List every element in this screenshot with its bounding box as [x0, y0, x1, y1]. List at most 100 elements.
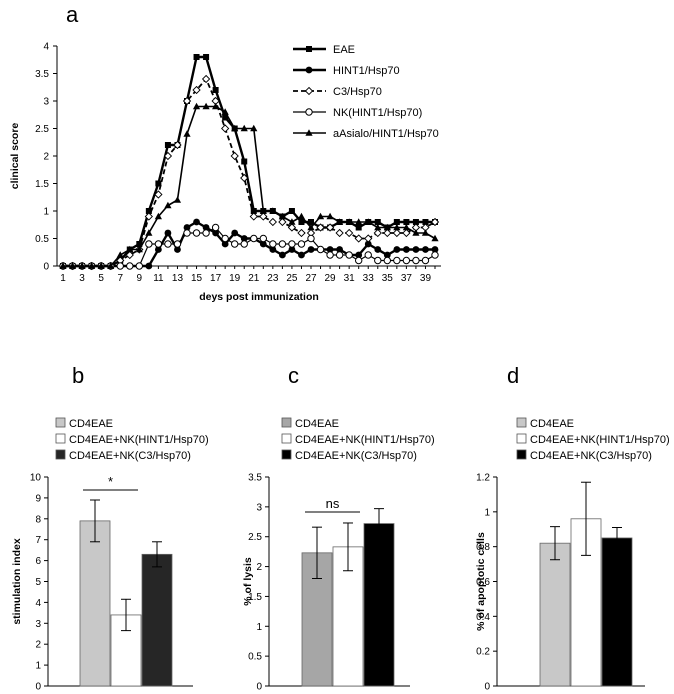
y-tick-label-b: 4: [35, 598, 41, 609]
data-point: [125, 250, 134, 260]
data-point: [354, 234, 363, 243]
data-point: [269, 240, 277, 248]
series-line: [63, 226, 436, 267]
series-aasialo-hint1-hsp70: [59, 102, 439, 269]
legend-label: CD4EAE+NK(HINT1/Hsp70): [295, 434, 435, 446]
data-point: [68, 262, 77, 269]
x-tick-label-a: 5: [98, 273, 104, 284]
legend-swatch: [55, 449, 66, 460]
data-point: [421, 229, 430, 236]
data-point: [164, 142, 171, 148]
bar: [601, 537, 633, 687]
x-axis-title-a: deys post immunization: [199, 291, 319, 303]
data-point: [154, 246, 162, 253]
x-tick-label-a: 3: [79, 273, 85, 284]
data-point: [173, 240, 182, 248]
data-point: [193, 218, 200, 226]
legend-swatch-marker: [305, 66, 313, 74]
legend-label: CD4EAE+NK(C3/Hsp70): [295, 450, 417, 462]
data-point: [202, 224, 210, 231]
data-point: [383, 223, 391, 231]
significance-label: ns: [326, 496, 340, 511]
y-tick-label-c: 1: [256, 622, 262, 633]
data-point: [355, 218, 363, 225]
data-point: [393, 246, 401, 253]
data-point: [297, 240, 306, 248]
data-point: [145, 208, 152, 214]
data-point: [164, 201, 172, 209]
data-point: [212, 102, 220, 110]
y-tick-label-d: 0: [484, 682, 490, 693]
legend-label: NK(HINT1/Hsp70): [333, 107, 422, 119]
data-point: [163, 151, 173, 161]
legend-label: CD4EAE: [69, 418, 113, 430]
data-point: [221, 234, 229, 243]
data-point: [202, 102, 210, 110]
data-point: [287, 223, 297, 232]
data-point: [174, 246, 181, 253]
data-point: [192, 229, 201, 237]
y-axis-title-a: clinical score: [9, 123, 21, 190]
data-point: [412, 246, 420, 253]
bar-chart-apoptotic-cells: CD4EAE CD4EAE+NK(HINT1/Hsp70) CD4EAE+NK(C3…: [475, 417, 670, 693]
panel-letter-a: a: [66, 2, 79, 27]
data-point: [154, 240, 163, 248]
y-tick-label-c: 1.5: [248, 592, 262, 603]
bar: [141, 553, 173, 687]
data-point: [364, 218, 372, 225]
data-point: [325, 223, 335, 232]
data-point: [403, 219, 410, 225]
data-point: [288, 208, 295, 214]
data-point: [345, 228, 354, 238]
data-point: [297, 212, 306, 220]
data-point: [126, 245, 134, 253]
data-point: [259, 234, 268, 243]
data-point: [431, 246, 439, 253]
y-tick-label-a: 0.5: [35, 234, 49, 245]
y-tick-label-d: 0.8: [476, 542, 490, 553]
legend-swatch-marker: [305, 108, 313, 116]
data-point: [201, 74, 211, 84]
data-point: [288, 246, 296, 253]
y-tick-label-a: 4: [43, 42, 49, 53]
data-point: [288, 218, 296, 225]
legend-swatch: [55, 417, 66, 428]
data-point: [364, 240, 372, 248]
legend-label: CD4EAE: [530, 418, 574, 430]
legend-swatch: [281, 449, 292, 460]
x-tick-label-a: 13: [172, 273, 184, 284]
data-point: [230, 151, 239, 161]
data-point: [364, 234, 373, 243]
y-tick-label-c: 2: [256, 562, 262, 573]
data-point: [345, 251, 353, 259]
data-point: [154, 190, 163, 199]
y-tick-label-a: 1: [43, 207, 49, 218]
data-point: [183, 229, 191, 237]
data-point: [269, 246, 277, 253]
data-point: [393, 256, 401, 265]
data-point: [135, 245, 143, 253]
data-point: [383, 251, 391, 259]
data-point: [145, 229, 153, 236]
y-tick-label-b: 7: [35, 535, 41, 546]
data-point: [212, 229, 220, 237]
y-tick-label-a: 1.5: [35, 179, 49, 190]
legend-label: EAE: [333, 44, 355, 56]
y-axis-title-c: % of lysis: [242, 557, 254, 606]
data-point: [316, 223, 325, 232]
data-point: [241, 158, 248, 165]
legend-d: CD4EAE CD4EAE+NK(HINT1/Hsp70) CD4EAE+NK(C3…: [516, 417, 670, 462]
legend-label: CD4EAE+NK(C3/Hsp70): [530, 450, 652, 462]
series-line: [63, 105, 436, 267]
legend-b: CD4EAE CD4EAE+NK(HINT1/Hsp70) CD4EAE+NK(C3…: [55, 417, 209, 462]
legend-swatch: [55, 433, 66, 444]
data-point: [144, 212, 153, 221]
data-point: [268, 217, 277, 227]
bar-chart-lysis: CD4EAE CD4EAE+NK(HINT1/Hsp70) CD4EAE+NK(C3…: [242, 417, 435, 693]
data-point: [345, 218, 353, 225]
data-point: [336, 218, 344, 225]
x-tick-label-a: 15: [191, 273, 203, 284]
legend-swatch: [516, 433, 527, 444]
x-tick-label-a: 11: [153, 273, 164, 284]
x-tick-label-a: 21: [248, 273, 260, 284]
